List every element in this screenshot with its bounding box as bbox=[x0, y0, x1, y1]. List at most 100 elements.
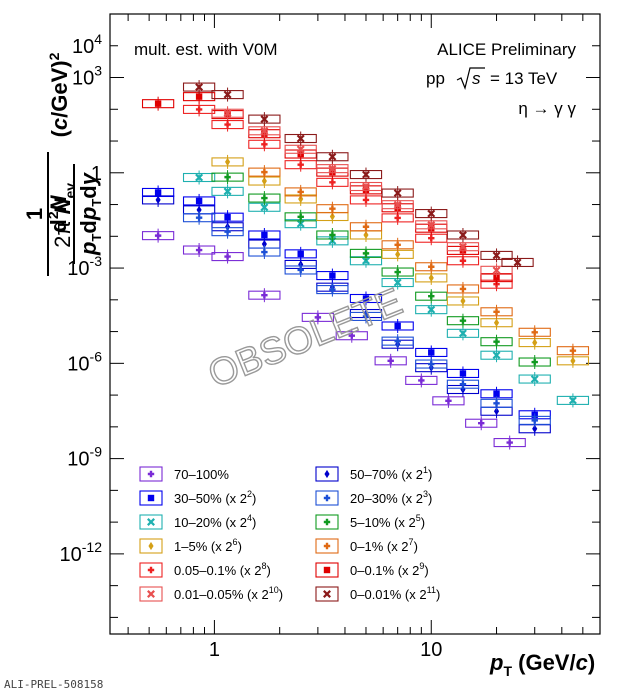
data-point bbox=[248, 112, 281, 127]
legend-entry: 1–5% (x 26) bbox=[139, 537, 242, 554]
data-point bbox=[446, 377, 480, 392]
x-tick-label: 10 bbox=[420, 639, 442, 661]
y-axis-title-units: (c/GeV)2 bbox=[46, 52, 72, 137]
data-point bbox=[518, 355, 551, 370]
y-axis-title-frac: d2N pTdpTdy bbox=[45, 164, 104, 264]
data-point bbox=[141, 185, 175, 200]
data-point bbox=[301, 310, 335, 325]
data-point bbox=[446, 293, 480, 308]
data-point bbox=[518, 325, 551, 340]
legend-entry: 10–20% (x 24) bbox=[139, 513, 256, 530]
svg-text:d2N: d2N bbox=[45, 194, 71, 232]
data-point bbox=[501, 255, 534, 270]
data-point bbox=[182, 80, 216, 95]
data-point bbox=[446, 239, 480, 254]
data-point bbox=[381, 334, 414, 349]
legend-label: 0–0.1% (x 29) bbox=[350, 561, 429, 578]
data-point bbox=[316, 227, 349, 242]
data-point bbox=[316, 161, 349, 176]
annotation-left: mult. est. with V0M bbox=[134, 40, 278, 59]
data-point bbox=[141, 228, 175, 243]
legend-entry: 0–0.1% (x 29) bbox=[315, 561, 429, 578]
data-point bbox=[248, 245, 281, 260]
data-point bbox=[211, 170, 244, 185]
data-point bbox=[381, 318, 414, 333]
data-point bbox=[316, 201, 349, 216]
data-point bbox=[556, 393, 590, 408]
data-point bbox=[141, 96, 175, 111]
data-point bbox=[480, 248, 513, 263]
data-point bbox=[480, 263, 513, 278]
data-point bbox=[211, 87, 244, 102]
legend-label: 10–20% (x 24) bbox=[174, 513, 256, 530]
data-point bbox=[248, 191, 281, 206]
y-tick-labels: 104 103 1 10-3 10-6 10-9 10-12 bbox=[60, 31, 103, 566]
x-tick-label: 1 bbox=[209, 639, 220, 661]
series-20–30% bbox=[182, 210, 551, 428]
legend-label: 30–50% (x 22) bbox=[174, 489, 256, 506]
data-point bbox=[415, 302, 448, 317]
data-point bbox=[316, 282, 349, 297]
legend-entry: 0.01–0.05% (x 210) bbox=[139, 585, 283, 602]
svg-text:(c/GeV)2: (c/GeV)2 bbox=[46, 52, 72, 137]
legend-label: 0–1% (x 27) bbox=[350, 537, 418, 554]
data-point bbox=[381, 237, 414, 252]
y-tick-label: 10-9 bbox=[67, 444, 102, 471]
annotation-system: pp s = 13 TeV bbox=[426, 67, 558, 90]
data-point bbox=[465, 416, 498, 431]
plot-frame bbox=[109, 13, 601, 635]
series-0.05–0.1% bbox=[182, 102, 513, 292]
data-point bbox=[518, 372, 551, 387]
series-0.01–0.05% bbox=[211, 106, 513, 278]
data-point bbox=[381, 265, 414, 280]
data-point bbox=[248, 165, 281, 180]
data-point bbox=[480, 304, 513, 319]
data-point bbox=[248, 288, 281, 303]
data-point bbox=[405, 373, 438, 388]
svg-text:pTdpTdy: pTdpTdy bbox=[76, 171, 104, 256]
data-point bbox=[480, 334, 513, 349]
svg-text:s: s bbox=[472, 69, 481, 88]
data-point bbox=[248, 227, 281, 242]
data-point bbox=[349, 219, 383, 234]
data-point bbox=[349, 179, 383, 194]
legend-entry: 70–100% bbox=[139, 466, 229, 482]
data-point bbox=[349, 291, 383, 306]
data-point bbox=[415, 259, 448, 274]
legend-label: 1–5% (x 26) bbox=[174, 537, 242, 554]
data-point bbox=[349, 309, 383, 324]
svg-text:pp: pp bbox=[426, 69, 445, 88]
data-point bbox=[211, 249, 244, 264]
data-point bbox=[182, 243, 216, 258]
x-tick-labels: 1 10 bbox=[209, 639, 443, 661]
data-point bbox=[211, 224, 244, 239]
annotation-experiment: ALICE Preliminary bbox=[437, 40, 576, 59]
data-markers bbox=[141, 80, 590, 450]
y-tick-label: 1 bbox=[91, 163, 102, 185]
data-point bbox=[182, 210, 216, 225]
legend-entry: 0–0.01% (x 211) bbox=[315, 585, 440, 602]
y-tick-label: 10-12 bbox=[60, 539, 103, 566]
data-point bbox=[316, 209, 349, 224]
svg-text:= 13 TeV: = 13 TeV bbox=[490, 69, 558, 88]
series-0–0.01% bbox=[182, 80, 534, 270]
legend-entry: 30–50% (x 22) bbox=[139, 489, 256, 506]
data-point bbox=[211, 106, 244, 121]
data-point bbox=[248, 123, 281, 138]
legend-label: 70–100% bbox=[174, 467, 229, 482]
preliminary-id: ALI-PREL-508158 bbox=[4, 678, 103, 691]
data-point bbox=[415, 289, 448, 304]
data-point bbox=[211, 210, 244, 225]
data-point bbox=[284, 246, 317, 261]
data-point bbox=[316, 268, 349, 283]
legend-label: 20–30% (x 23) bbox=[350, 489, 432, 506]
data-point bbox=[182, 170, 216, 185]
data-point bbox=[446, 326, 480, 341]
legend-entry: 5–10% (x 25) bbox=[315, 513, 425, 530]
legend-label: 0.01–0.05% (x 210) bbox=[174, 585, 283, 602]
y-tick-label: 103 bbox=[72, 63, 102, 90]
data-point bbox=[284, 209, 317, 224]
legend-label: 0.05–0.1% (x 28) bbox=[174, 561, 271, 578]
y-tick-label: 10-3 bbox=[67, 253, 102, 280]
data-point bbox=[518, 413, 551, 428]
